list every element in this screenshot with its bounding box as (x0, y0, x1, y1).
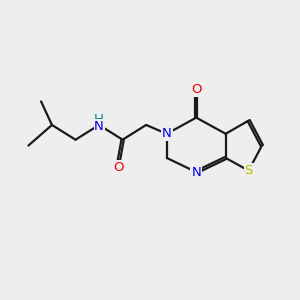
Text: O: O (191, 83, 202, 96)
Text: N: N (94, 120, 104, 133)
Text: S: S (244, 164, 253, 177)
Text: H: H (94, 112, 104, 126)
Text: N: N (162, 127, 172, 140)
Text: O: O (113, 160, 124, 174)
Text: N: N (191, 166, 201, 178)
